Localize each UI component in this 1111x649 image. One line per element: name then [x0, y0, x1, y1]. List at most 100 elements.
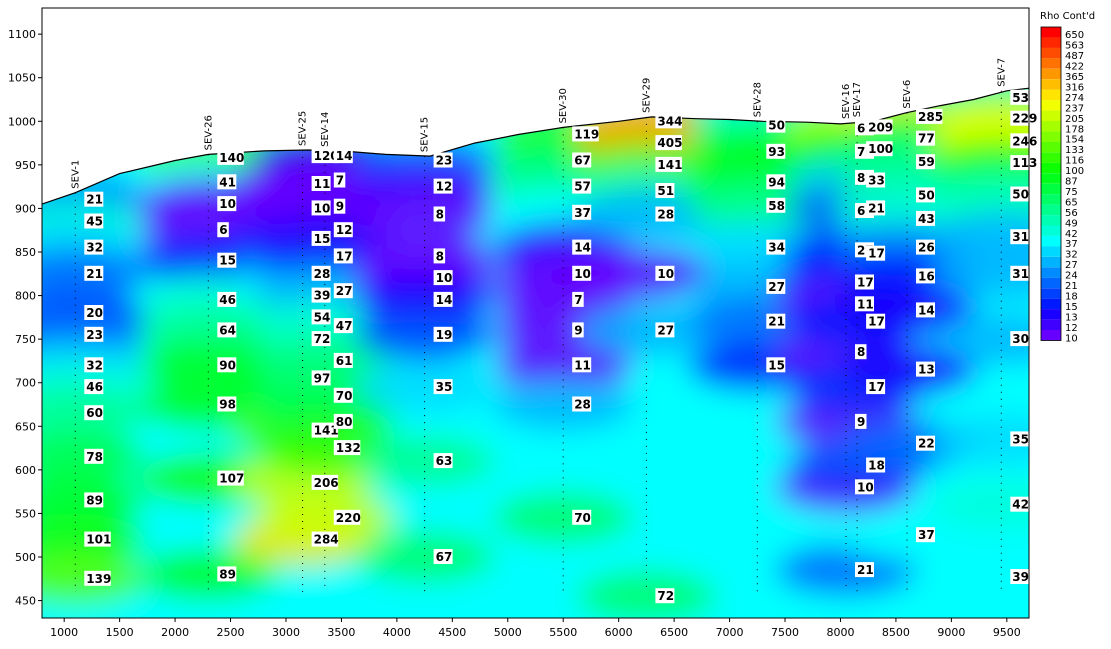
x-tick-label: 9000 [937, 626, 965, 639]
legend-level-label: 10 [1065, 333, 1078, 344]
value-label-bg [311, 230, 331, 246]
value-label: 17 [868, 315, 885, 329]
sounding-name: SEV-6 [902, 80, 913, 109]
value-label: 8 [857, 345, 865, 359]
value-label: 11 [857, 297, 874, 311]
value-label: 53 [1012, 91, 1029, 105]
contour-patch [42, 513, 146, 566]
y-tick-label: 850 [15, 246, 36, 259]
value-label-bg [433, 178, 453, 194]
legend-swatch [1041, 309, 1061, 320]
value-label-bg [866, 200, 886, 216]
contour-patch [931, 211, 1029, 264]
legend-level-label: 563 [1065, 41, 1084, 52]
value-label-bg [311, 176, 331, 191]
value-label: 14 [574, 241, 591, 255]
value-label: 10 [857, 480, 874, 494]
value-label-bg [333, 509, 361, 525]
value-label-bg [916, 435, 935, 451]
value-label: 132 [336, 441, 361, 455]
value-label: 220 [336, 511, 361, 525]
value-label: 21 [857, 563, 874, 577]
value-label-bg [866, 313, 886, 329]
legend-swatch [1041, 37, 1061, 48]
value-label: 14 [918, 303, 935, 317]
legend-swatch [1041, 47, 1061, 59]
sounding-name: SEV-15 [420, 117, 431, 152]
value-label-bg [333, 318, 353, 334]
value-label-bg [84, 305, 104, 320]
value-label: 46 [86, 380, 103, 394]
value-label: 140 [219, 151, 244, 165]
value-label-bg [916, 527, 935, 543]
value-label-bg [1010, 265, 1030, 281]
legend-swatch [1041, 152, 1061, 163]
legend-swatch [1041, 68, 1061, 80]
value-label: 18 [868, 459, 885, 473]
value-label: 47 [336, 319, 353, 333]
value-label: 101 [86, 533, 111, 547]
contour-patch [931, 313, 1029, 366]
x-tick-label: 8000 [826, 626, 854, 639]
value-label-bg [311, 531, 339, 547]
value-label: 10 [574, 267, 591, 281]
value-label: 10 [219, 197, 236, 211]
x-tick-label: 6500 [660, 626, 688, 639]
x-tick-label: 9500 [993, 626, 1021, 639]
value-label: 89 [219, 567, 236, 581]
value-label-bg [916, 154, 935, 170]
legend-swatch [1041, 330, 1061, 341]
value-label-bg [866, 119, 893, 135]
y-tick-label: 1050 [8, 72, 36, 85]
value-label-bg [217, 252, 237, 268]
value-label: 119 [574, 127, 599, 141]
value-label: 39 [1012, 570, 1029, 584]
legend-swatch [1041, 194, 1061, 205]
value-label: 27 [657, 323, 674, 337]
value-label: 31 [1012, 230, 1029, 244]
value-label-bg [655, 113, 682, 129]
sounding-name: SEV-16 [841, 84, 852, 119]
value-label-bg [766, 239, 786, 255]
value-label-bg [572, 126, 599, 142]
value-label-bg [1010, 331, 1030, 347]
value-label-bg [433, 549, 453, 564]
value-label: 64 [219, 323, 236, 337]
contour-patch [42, 474, 146, 527]
value-label: 17 [868, 380, 885, 394]
value-label: 8 [436, 249, 444, 263]
y-tick-label: 500 [15, 551, 36, 564]
value-label: 67 [574, 154, 591, 168]
value-label-bg [572, 152, 592, 168]
value-label: 32 [86, 358, 103, 372]
x-tick-label: 4000 [383, 626, 411, 639]
value-label-bg [311, 200, 331, 216]
value-label-bg [855, 344, 867, 360]
value-label-bg [333, 222, 353, 238]
contour-patch [42, 430, 146, 483]
y-tick-label: 1100 [8, 28, 36, 41]
value-label-bg [766, 174, 786, 190]
contour-patch [576, 188, 717, 241]
value-label-bg [433, 291, 453, 307]
value-label-bg [655, 265, 675, 281]
value-label-bg [217, 174, 237, 190]
value-label-bg [84, 239, 104, 255]
y-tick-label: 1000 [8, 115, 36, 128]
value-label-bg [217, 357, 237, 373]
value-label-bg [217, 396, 237, 412]
value-label-bg [572, 265, 592, 281]
value-label: 50 [768, 119, 785, 133]
value-label-bg [1010, 186, 1030, 202]
legend-level-label: 24 [1065, 271, 1078, 282]
contour-patch [493, 339, 634, 392]
value-label-bg [1010, 89, 1030, 105]
legend-level-label: 422 [1065, 62, 1084, 73]
contour-patch [354, 531, 495, 583]
contour-patch [931, 168, 1029, 221]
value-label: 30 [1012, 332, 1029, 346]
legend-level-label: 116 [1065, 156, 1084, 167]
value-label-bg [866, 245, 886, 261]
value-label: 33 [868, 174, 885, 188]
